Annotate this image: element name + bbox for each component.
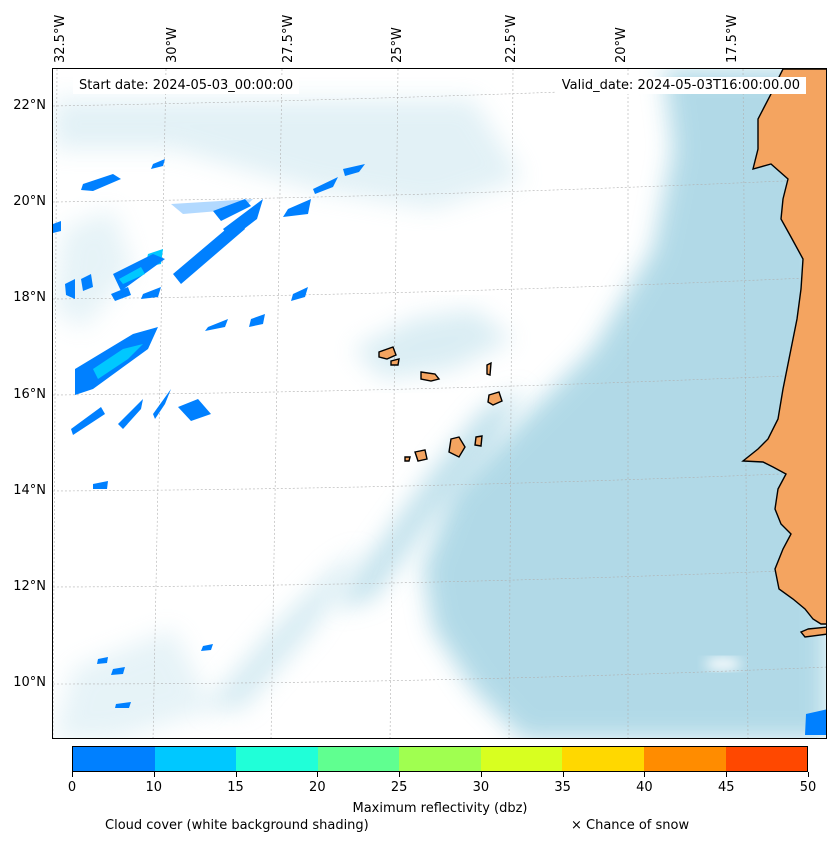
colorbar-tick-label: 50 — [799, 780, 817, 795]
longitude-label: 25°W — [390, 27, 405, 63]
colorbar-tick-label: 0 — [67, 780, 77, 795]
latitude-label: 22°N — [13, 98, 46, 113]
colorbar-tick-label: 25 — [390, 780, 408, 795]
colorbar-tick-label: 20 — [309, 780, 326, 795]
land-masses — [378, 69, 826, 638]
colorbar-tick-label: 15 — [227, 780, 244, 795]
colorbar-tick — [808, 772, 809, 777]
colorbar-segment — [317, 747, 400, 771]
longitude-label: 17.5°W — [725, 14, 740, 63]
colorbar-segment — [73, 747, 155, 771]
colorbar-tick — [153, 772, 155, 777]
colorbar-tick — [399, 772, 401, 777]
colorbar-segment — [725, 747, 808, 771]
colorbar-tick-label: 45 — [717, 780, 735, 795]
colorbar-title: Maximum reflectivity (dbz) — [352, 801, 528, 816]
latitude-label: 18°N — [13, 290, 46, 305]
map-panel: Start date: 2024-05-03_00:00:00 Valid_da… — [52, 68, 827, 739]
colorbar-tick — [480, 772, 482, 777]
map-canvas — [53, 69, 826, 738]
colorbar-tick — [644, 772, 646, 777]
colorbar-tick-label: 40 — [636, 780, 653, 795]
colorbar-tick-label: 35 — [554, 780, 571, 795]
latitude-label: 10°N — [13, 675, 46, 690]
start-date-label: Start date: 2024-05-03_00:00:00 — [73, 77, 300, 94]
colorbar-tick — [562, 772, 564, 777]
colorbar-tick — [317, 772, 319, 777]
latitude-label: 16°N — [13, 387, 46, 402]
snow-legend: × Chance of snow — [571, 818, 690, 833]
longitude-label: 20°W — [614, 27, 629, 63]
colorbar-tick — [726, 772, 728, 777]
cloud-cover-shading — [53, 69, 826, 738]
colorbar-tick-label: 10 — [145, 780, 163, 795]
latitude-label: 14°N — [13, 483, 46, 498]
longitude-label: 30°W — [165, 27, 180, 63]
reflectivity-cells — [53, 159, 826, 735]
colorbar-segment — [643, 747, 726, 771]
colorbar-tick — [72, 772, 73, 777]
colorbar-tick-label: 30 — [472, 780, 490, 795]
valid-date-label: Valid_date: 2024-05-03T16:00:00.00 — [555, 77, 806, 94]
cloud-cover-legend: Cloud cover (white background shading) — [105, 818, 369, 833]
longitude-label: 32.5°W — [53, 14, 68, 63]
longitude-label: 22.5°W — [504, 14, 519, 63]
latitude-label: 12°N — [13, 579, 46, 594]
colorbar-segment — [562, 747, 644, 771]
colorbar-tick — [235, 772, 237, 777]
longitude-label: 27.5°W — [281, 14, 296, 63]
latitude-label: 20°N — [13, 194, 46, 209]
colorbar-segment — [480, 747, 563, 771]
colorbar-segment — [236, 747, 318, 771]
reflectivity-colorbar — [72, 746, 808, 772]
graticule — [53, 69, 826, 738]
colorbar-segment — [154, 747, 237, 771]
colorbar-segment — [399, 747, 481, 771]
